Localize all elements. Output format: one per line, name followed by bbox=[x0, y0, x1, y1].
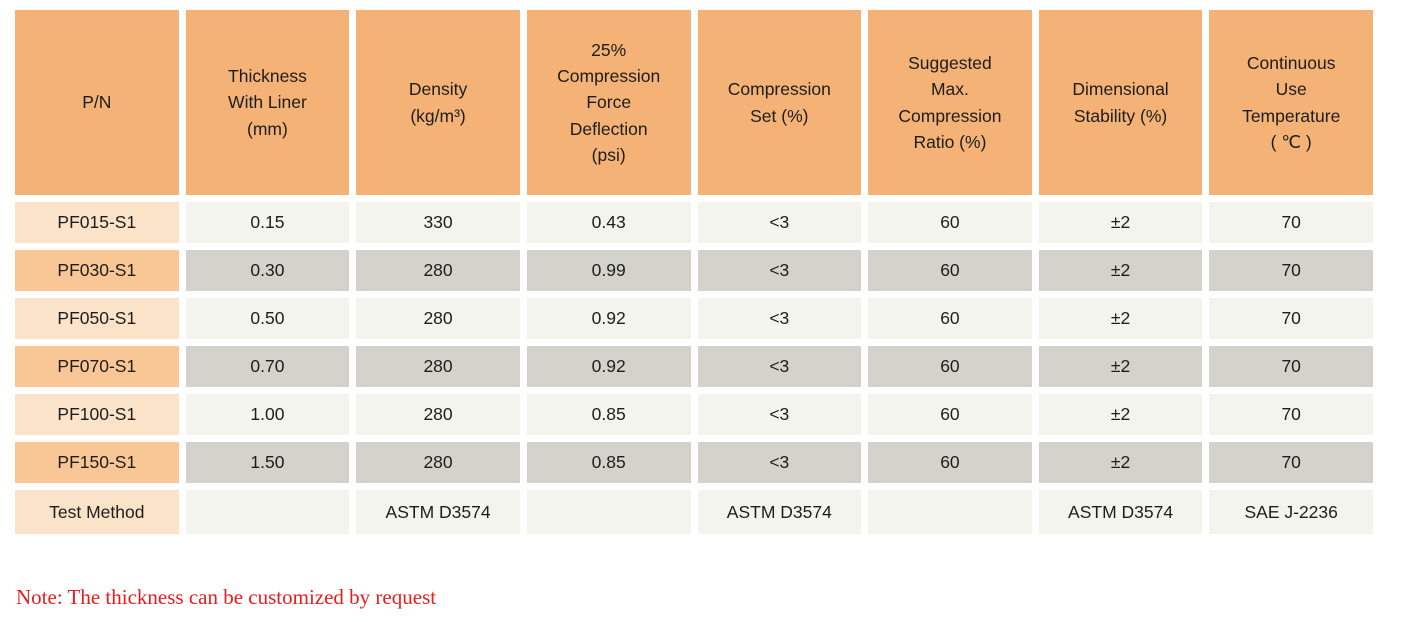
compression-force-deflection-test-method-cell bbox=[526, 490, 691, 534]
continuous-use-temperature-cell: 70 bbox=[1209, 442, 1373, 483]
thickness-cell: 0.30 bbox=[185, 250, 350, 291]
header-cell-dimensional-stability: Dimensional Stability (%) bbox=[1038, 10, 1203, 195]
thickness-cell: 0.50 bbox=[185, 298, 350, 339]
density-cell: 280 bbox=[356, 442, 520, 483]
table-row: PF150-S1 1.50 280 0.85 <3 60 ±2 70 bbox=[15, 442, 1373, 483]
header-cell-compression-set: Compression Set (%) bbox=[697, 10, 862, 195]
dimensional-stability-cell: ±2 bbox=[1038, 442, 1203, 483]
test-method-row: Test Method ASTM D3574 ASTM D3574 ASTM D… bbox=[15, 490, 1373, 534]
dimensional-stability-cell: ±2 bbox=[1038, 298, 1203, 339]
max-compression-ratio-cell: 60 bbox=[868, 394, 1032, 435]
max-compression-ratio-cell: 60 bbox=[868, 250, 1032, 291]
pn-cell: PF070-S1 bbox=[15, 346, 179, 387]
compression-set-cell: <3 bbox=[697, 346, 862, 387]
header-cell-continuous-use-temperature: Continuous Use Temperature ( ℃ ) bbox=[1209, 10, 1373, 195]
compression-set-cell: <3 bbox=[697, 394, 862, 435]
pn-cell: PF150-S1 bbox=[15, 442, 179, 483]
continuous-use-temperature-test-method-cell: SAE J-2236 bbox=[1209, 490, 1373, 534]
density-cell: 280 bbox=[356, 298, 520, 339]
pn-cell: PF015-S1 bbox=[15, 202, 179, 243]
continuous-use-temperature-cell: 70 bbox=[1209, 202, 1373, 243]
dimensional-stability-test-method-cell: ASTM D3574 bbox=[1038, 490, 1203, 534]
compression-set-cell: <3 bbox=[697, 298, 862, 339]
continuous-use-temperature-cell: 70 bbox=[1209, 346, 1373, 387]
table-row: PF070-S1 0.70 280 0.92 <3 60 ±2 70 bbox=[15, 346, 1373, 387]
compression-set-cell: <3 bbox=[697, 202, 862, 243]
pn-cell: Test Method bbox=[15, 490, 179, 534]
dimensional-stability-cell: ±2 bbox=[1038, 250, 1203, 291]
continuous-use-temperature-cell: 70 bbox=[1209, 298, 1373, 339]
header-cell-max-compression-ratio: Suggested Max. Compression Ratio (%) bbox=[868, 10, 1032, 195]
compression-force-deflection-cell: 0.85 bbox=[526, 394, 691, 435]
header-row: P/N Thickness With Liner (mm) Density (k… bbox=[15, 10, 1373, 195]
note: Note: The thickness can be customized by… bbox=[16, 585, 437, 609]
pn-cell: PF030-S1 bbox=[15, 250, 179, 291]
density-cell: 280 bbox=[356, 250, 520, 291]
compression-force-deflection-cell: 0.99 bbox=[526, 250, 691, 291]
table-body: PF015-S1 0.15 330 0.43 <3 60 ±2 70 PF030… bbox=[15, 202, 1373, 534]
dimensional-stability-cell: ±2 bbox=[1038, 202, 1203, 243]
thickness-cell: 1.00 bbox=[185, 394, 350, 435]
thickness-test-method-cell bbox=[185, 490, 350, 534]
density-cell: 330 bbox=[356, 202, 520, 243]
dimensional-stability-cell: ±2 bbox=[1038, 394, 1203, 435]
pn-cell: PF100-S1 bbox=[15, 394, 179, 435]
pn-cell: PF050-S1 bbox=[15, 298, 179, 339]
table-row: PF050-S1 0.50 280 0.92 <3 60 ±2 70 bbox=[15, 298, 1373, 339]
compression-force-deflection-cell: 0.85 bbox=[526, 442, 691, 483]
max-compression-ratio-cell: 60 bbox=[868, 346, 1032, 387]
table-row: PF100-S1 1.00 280 0.85 <3 60 ±2 70 bbox=[15, 394, 1373, 435]
header-cell-density: Density (kg/m³) bbox=[356, 10, 520, 195]
compression-set-test-method-cell: ASTM D3574 bbox=[697, 490, 862, 534]
header-cell-pn: P/N bbox=[15, 10, 179, 195]
thickness-cell: 0.15 bbox=[185, 202, 350, 243]
table-row: PF015-S1 0.15 330 0.43 <3 60 ±2 70 bbox=[15, 202, 1373, 243]
density-test-method-cell: ASTM D3574 bbox=[356, 490, 520, 534]
compression-set-cell: <3 bbox=[697, 250, 862, 291]
density-cell: 280 bbox=[356, 394, 520, 435]
compression-force-deflection-cell: 0.92 bbox=[526, 298, 691, 339]
max-compression-ratio-cell: 60 bbox=[868, 442, 1032, 483]
continuous-use-temperature-cell: 70 bbox=[1209, 394, 1373, 435]
header-cell-thickness: Thickness With Liner (mm) bbox=[185, 10, 350, 195]
dimensional-stability-cell: ±2 bbox=[1038, 346, 1203, 387]
max-compression-ratio-cell: 60 bbox=[868, 298, 1032, 339]
compression-force-deflection-cell: 0.43 bbox=[526, 202, 691, 243]
header-cell-compression-force-deflection: 25% Compression Force Deflection (psi) bbox=[526, 10, 691, 195]
spec-table: P/N Thickness With Liner (mm) Density (k… bbox=[8, 3, 1380, 541]
max-compression-ratio-cell: 60 bbox=[868, 202, 1032, 243]
continuous-use-temperature-cell: 70 bbox=[1209, 250, 1373, 291]
compression-set-cell: <3 bbox=[697, 442, 862, 483]
thickness-cell: 0.70 bbox=[185, 346, 350, 387]
density-cell: 280 bbox=[356, 346, 520, 387]
table-row: PF030-S1 0.30 280 0.99 <3 60 ±2 70 bbox=[15, 250, 1373, 291]
max-compression-ratio-test-method-cell bbox=[868, 490, 1032, 534]
compression-force-deflection-cell: 0.92 bbox=[526, 346, 691, 387]
thickness-cell: 1.50 bbox=[185, 442, 350, 483]
